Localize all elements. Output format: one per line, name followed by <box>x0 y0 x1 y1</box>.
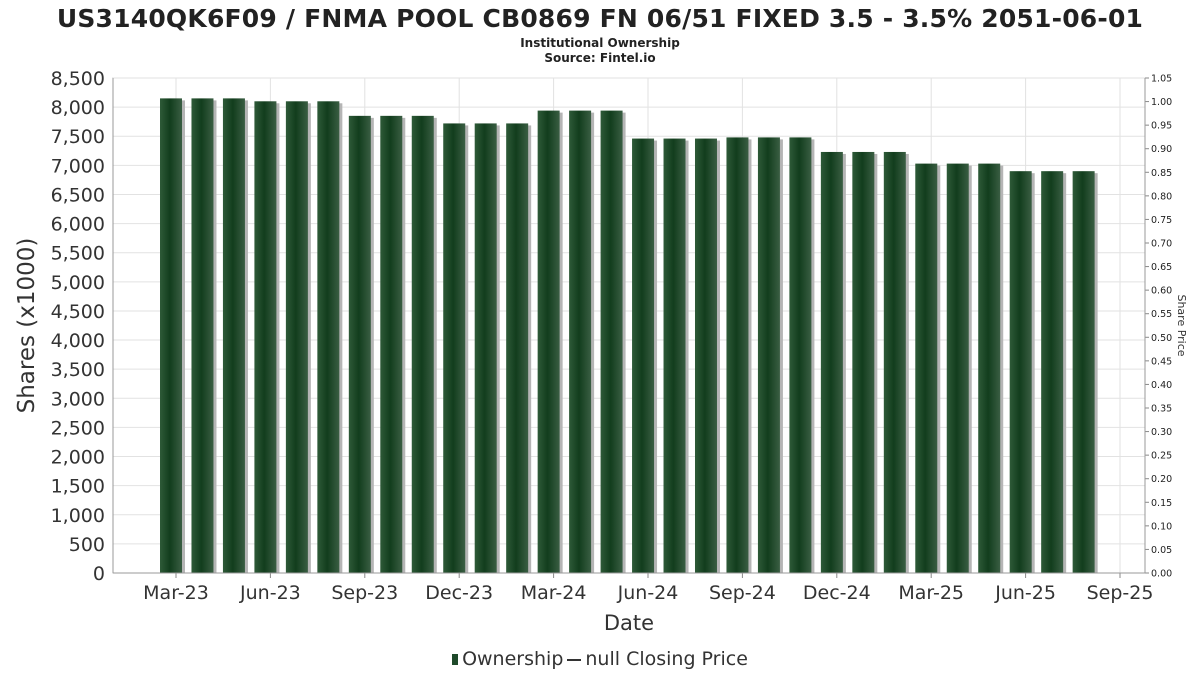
ownership-bar <box>789 137 812 573</box>
x-tick-label: Dec-24 <box>803 582 871 604</box>
x-axis-title: Date <box>604 611 654 635</box>
chart-subtitle-ownership: Institutional Ownership <box>520 36 680 50</box>
y2-tick-label: 0.00 <box>1151 569 1172 580</box>
y2-tick-label: 0.45 <box>1151 356 1172 367</box>
y-tick-label: 1,500 <box>51 476 105 498</box>
chart-subtitle-source: Source: Fintel.io <box>544 51 656 65</box>
ownership-bar <box>726 137 749 573</box>
y2-tick-label: 0.10 <box>1151 521 1172 532</box>
x-tick-label: Jun-25 <box>994 582 1056 604</box>
x-tick-label: Sep-24 <box>709 582 776 604</box>
ownership-bar <box>883 151 906 574</box>
y2-tick-label: 0.35 <box>1151 404 1172 415</box>
ownership-bar <box>506 123 529 574</box>
ownership-bar <box>1009 171 1032 574</box>
x-tick-label: Mar-23 <box>143 582 209 604</box>
ownership-bar <box>915 163 938 573</box>
ownership-bar <box>443 123 466 574</box>
ownership-bar <box>1072 171 1095 574</box>
y-tick-label: 0 <box>93 563 105 585</box>
x-tick-label: Sep-23 <box>331 582 398 604</box>
ownership-legend-swatch <box>452 654 459 665</box>
x-tick-label: Mar-24 <box>521 582 587 604</box>
y-tick-label: 1,000 <box>51 505 105 527</box>
y2-tick-label: 0.75 <box>1151 215 1172 226</box>
ownership-bar <box>663 138 686 574</box>
x-tick-label: Dec-23 <box>425 582 493 604</box>
ownership-bar <box>348 115 371 574</box>
y-tick-label: 2,000 <box>51 447 105 469</box>
x-tick-label: Mar-25 <box>898 582 964 604</box>
ownership-bar <box>191 98 214 573</box>
x-tick-label: Jun-24 <box>617 582 679 604</box>
y-tick-label: 8,000 <box>51 97 105 119</box>
ownership-bar <box>757 137 780 573</box>
y2-tick-label: 0.05 <box>1151 545 1172 556</box>
y-tick-label: 7,500 <box>51 126 105 148</box>
y2-tick-label: 0.70 <box>1151 239 1172 250</box>
y-tick-label: 5,000 <box>51 272 105 294</box>
y2-tick-label: 0.50 <box>1151 333 1172 344</box>
y-tick-label: 500 <box>69 534 105 556</box>
ownership-bar <box>694 138 717 574</box>
x-tick-label: Jun-23 <box>239 582 301 604</box>
chart-title: US3140QK6F09 / FNMA POOL CB0869 FN 06/51… <box>56 4 1144 33</box>
price-legend-line <box>567 658 582 661</box>
ownership-bar <box>852 151 875 574</box>
y-tick-label: 6,500 <box>51 184 105 206</box>
ownership-bar <box>380 115 403 574</box>
y2-tick-label: 0.30 <box>1151 427 1172 438</box>
y2-tick-label: 0.80 <box>1151 191 1172 202</box>
ownership-bar <box>820 151 843 574</box>
y-tick-label: 5,500 <box>51 243 105 265</box>
y2-tick-label: 0.40 <box>1151 380 1172 391</box>
y2-tick-label: 0.95 <box>1151 121 1172 132</box>
ownership-bar <box>411 115 434 574</box>
y2-tick-label: 1.00 <box>1151 97 1172 108</box>
y-tick-label: 4,500 <box>51 301 105 323</box>
ownership-bar <box>285 101 308 573</box>
ownership-bar <box>569 110 592 574</box>
y-tick-label: 3,500 <box>51 359 105 381</box>
y2-tick-label: 0.60 <box>1151 286 1172 297</box>
y2-tick-label: 0.65 <box>1151 262 1172 273</box>
ownership-bar <box>222 98 245 573</box>
y-tick-label: 7,000 <box>51 155 105 177</box>
ownership-bar <box>600 110 623 574</box>
y-tick-label: 2,500 <box>51 417 105 439</box>
ownership-bar <box>317 101 340 573</box>
y2-tick-label: 0.15 <box>1151 498 1172 509</box>
y-axis-title: Shares (x1000) <box>14 238 40 414</box>
y2-axis-title: Share Price <box>1175 294 1188 356</box>
y-tick-label: 6,000 <box>51 214 105 236</box>
y-tick-label: 8,500 <box>51 68 105 90</box>
y-tick-label: 4,000 <box>51 330 105 352</box>
ownership-bar <box>632 138 655 574</box>
y-tick-label: 3,000 <box>51 388 105 410</box>
ownership-bar <box>946 163 969 573</box>
y2-tick-label: 0.25 <box>1151 451 1172 462</box>
ownership-bar <box>537 110 560 574</box>
ownership-bar <box>254 101 277 573</box>
plot-area <box>112 77 1146 574</box>
y2-tick-label: 0.85 <box>1151 168 1172 179</box>
legend-price-label: null Closing Price <box>585 648 748 670</box>
y2-tick-label: 0.90 <box>1151 144 1172 155</box>
y2-tick-label: 1.05 <box>1151 74 1172 85</box>
x-tick-label: Sep-25 <box>1087 582 1154 604</box>
y2-tick-label: 0.55 <box>1151 309 1172 320</box>
ownership-bar <box>160 98 182 573</box>
ownership-bar <box>474 123 497 574</box>
ownership-bar <box>1041 171 1064 574</box>
y2-tick-label: 0.20 <box>1151 474 1172 485</box>
legend-ownership-label: Ownership <box>462 648 564 670</box>
chart-legend: Ownership null Closing Price <box>0 648 1200 670</box>
ownership-bar <box>978 163 1001 573</box>
